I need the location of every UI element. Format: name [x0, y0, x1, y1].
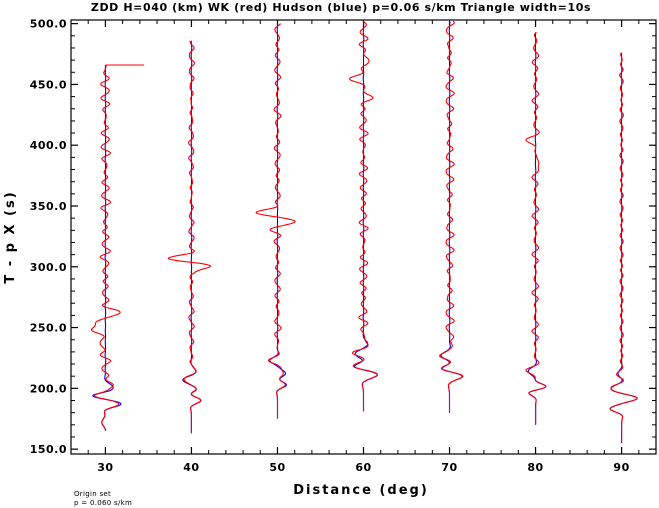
hudson-trace-blue	[609, 52, 638, 444]
y-axis: 150.0 200.0 250.0 300.0 350.0 400.0 450.0 500.0	[30, 18, 656, 456]
hudson-trace-blue	[269, 23, 287, 419]
wk-trace-red	[167, 40, 212, 434]
x-tick-label: 40	[183, 461, 199, 474]
x-axis-label: Distance (deg)	[293, 483, 429, 498]
wk-trace-red	[348, 20, 379, 412]
y-tick-label: 350.0	[30, 200, 67, 213]
x-tick-label: 30	[97, 461, 113, 474]
x-axis: 30 40 50 60 70 80 90	[87, 20, 657, 474]
y-tick-label: 250.0	[30, 322, 67, 335]
trace-70-deg	[439, 20, 464, 413]
trace-90-deg	[609, 52, 638, 444]
trace-group	[90, 20, 638, 444]
wk-trace-red	[439, 20, 464, 413]
x-tick-label: 90	[613, 461, 629, 474]
y-axis-label: T - p X (s)	[3, 190, 18, 283]
hudson-trace-blue	[353, 21, 378, 412]
trace-30-deg	[90, 64, 145, 431]
y-tick-label: 150.0	[30, 443, 67, 456]
y-tick-label: 400.0	[30, 139, 67, 152]
x-tick-label: 80	[527, 461, 543, 474]
wk-trace-red	[90, 64, 145, 431]
trace-60-deg	[348, 20, 379, 412]
y-tick-label: 300.0	[30, 261, 67, 274]
x-tick-label: 60	[355, 461, 371, 474]
trace-50-deg	[255, 23, 296, 419]
chart-title: ZDD H=040 (km) WK (red) Hudson (blue) p=…	[91, 1, 591, 14]
x-tick-label: 70	[441, 461, 457, 474]
y-tick-label: 200.0	[30, 382, 67, 395]
note-origin: Origin set	[74, 490, 111, 498]
wk-trace-red	[255, 23, 296, 419]
note-ray-parameter: p = 0.060 s/km	[74, 499, 132, 507]
wk-trace-red	[525, 31, 547, 425]
y-tick-label: 500.0	[30, 18, 67, 31]
trace-80-deg	[525, 31, 547, 425]
trace-40-deg	[167, 40, 212, 434]
y-tick-label: 450.0	[30, 78, 67, 91]
x-tick-label: 50	[269, 461, 285, 474]
wk-trace-red	[609, 52, 638, 444]
